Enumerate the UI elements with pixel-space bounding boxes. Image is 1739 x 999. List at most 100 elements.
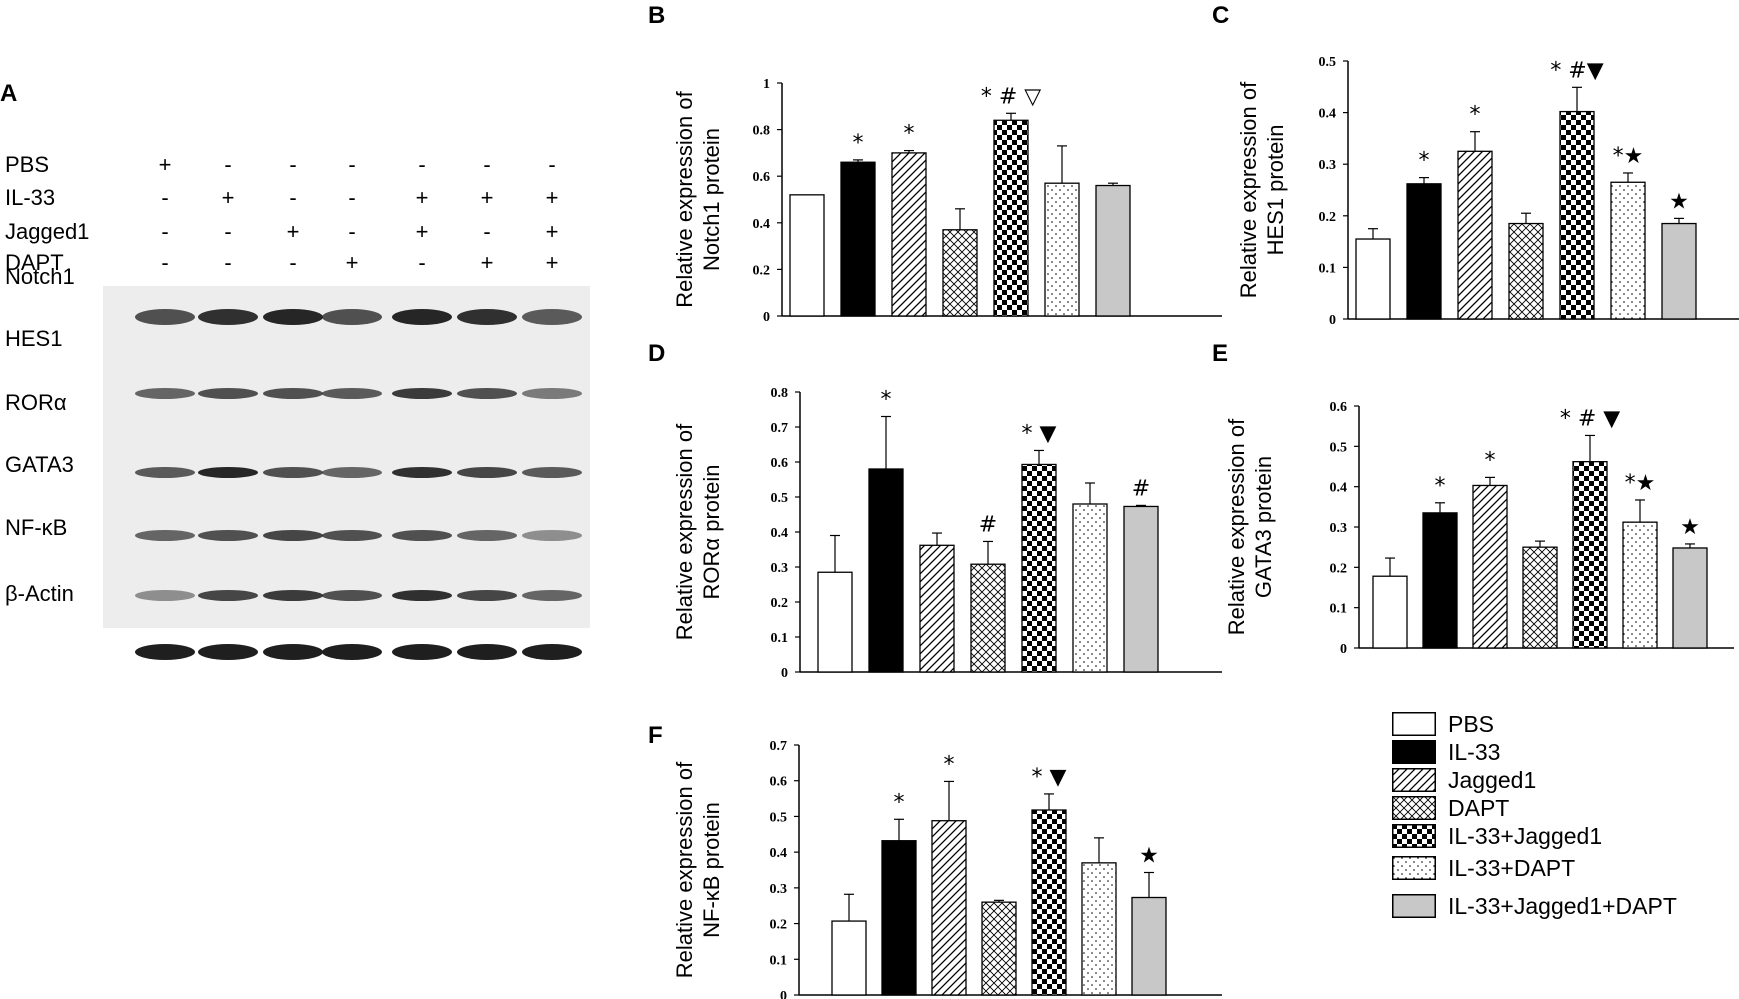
blot-band <box>457 644 517 660</box>
treatment-sign: + <box>345 250 359 275</box>
y-tick-label: 0.4 <box>1319 107 1337 122</box>
y-tick-label: 1 <box>763 77 770 92</box>
notch1-bar-chart: 0 0.2 0.4 0.6 0.8 1 Relative expression of Notc… <box>672 77 1222 325</box>
bar <box>1372 575 1408 649</box>
treatment-sign: + <box>158 152 172 177</box>
treatment-sign: + <box>545 185 559 210</box>
treatment-sign: - <box>548 152 556 177</box>
treatment-label: DAPT <box>5 250 64 275</box>
significance-annotation: * <box>1435 474 1446 499</box>
blot-band <box>135 589 195 601</box>
significance-annotation: * # ▼ <box>1560 406 1620 431</box>
significance-annotation: ★ <box>1669 189 1689 214</box>
blot-band <box>522 589 582 601</box>
y-tick-label: 0 <box>763 310 770 325</box>
legend-label: IL-33+Jagged1+DAPT <box>1448 893 1677 919</box>
legend-swatch <box>1392 740 1436 764</box>
y-axis-label: GATA3 protein <box>1251 456 1276 598</box>
significance-annotation: *★ <box>1625 471 1656 496</box>
legend-item: IL-33 <box>1392 739 1739 766</box>
legend-item: DAPT <box>1392 795 1739 822</box>
blot-band <box>322 529 382 541</box>
blot-band <box>263 589 323 601</box>
y-tick-label: 0.3 <box>1319 158 1337 173</box>
blot-band <box>263 644 323 660</box>
blot-band <box>392 309 452 325</box>
blot-band <box>522 387 582 399</box>
bar <box>789 194 825 317</box>
blot-band <box>457 529 517 541</box>
protein-label: Notch1 <box>5 264 75 289</box>
y-axis-label: Notch1 protein <box>699 128 724 271</box>
bar <box>891 152 927 317</box>
y-tick-label: 0.5 <box>771 491 789 506</box>
panel-letter-d: D <box>648 340 666 367</box>
y-tick-label: 0.1 <box>1330 602 1348 617</box>
y-tick-label: 0.7 <box>771 421 789 436</box>
treatment-sign: - <box>161 250 169 275</box>
y-tick-label: 0.6 <box>1330 400 1348 415</box>
treatment-sign: - <box>289 185 297 210</box>
y-tick-label: 0.1 <box>771 631 789 646</box>
y-tick-label: 0.2 <box>1330 561 1348 576</box>
blot-band <box>457 589 517 601</box>
y-tick-label: 0.7 <box>770 739 788 754</box>
bar <box>1422 512 1458 649</box>
blot-band <box>522 309 582 325</box>
legend-swatch <box>1392 824 1436 848</box>
treatment-label: PBS <box>5 152 50 177</box>
bar <box>1508 222 1544 320</box>
blot-band <box>135 309 195 325</box>
significance-annotation: * <box>1470 103 1481 128</box>
blot-band <box>322 589 382 601</box>
significance-annotation: * <box>853 131 864 156</box>
legend-item: IL-33+Jagged1 <box>1392 823 1739 850</box>
bar <box>1406 183 1442 320</box>
blot-band <box>392 529 452 541</box>
treatment-sign: + <box>545 250 559 275</box>
y-tick-label: 0.3 <box>1330 521 1348 536</box>
protein-label: NF-κB <box>5 515 68 540</box>
significance-annotation: * <box>904 122 915 147</box>
blot-band <box>322 644 382 660</box>
bar <box>868 468 904 673</box>
treatment-sign: + <box>545 219 559 244</box>
blot-band <box>522 529 582 541</box>
treatment-sign: - <box>224 152 232 177</box>
y-axis-label: HES1 protein <box>1263 125 1288 256</box>
y-tick-label: 0.2 <box>770 918 788 933</box>
significance-annotation: * # ▽ <box>981 84 1041 109</box>
y-tick-label: 0.2 <box>753 263 771 278</box>
bar <box>1661 222 1697 320</box>
treatment-sign: + <box>415 185 429 210</box>
y-axis-label: Relative expression of <box>672 423 697 640</box>
blot-band <box>322 309 382 325</box>
legend-label: IL-33+Jagged1 <box>1448 823 1603 849</box>
significance-annotation: * ▼ <box>1032 765 1067 790</box>
gata3-bar-chart: 0 0.1 0.2 0.3 0.4 0.5 0.6 Relative expression o… <box>1224 400 1734 657</box>
blot-band <box>198 466 258 478</box>
protein-label: HES1 <box>5 326 63 351</box>
blot-band <box>522 466 582 478</box>
bar <box>919 544 955 673</box>
panel-letter-c: C <box>1212 2 1230 29</box>
y-tick-label: 0.5 <box>770 810 788 825</box>
y-tick-label: 0 <box>1329 313 1336 328</box>
legend-item: IL-33+DAPT <box>1392 855 1739 882</box>
y-tick-label: 0.4 <box>771 526 789 541</box>
bar <box>1355 238 1391 320</box>
blot-band <box>135 387 195 399</box>
treatment-sign: + <box>415 219 429 244</box>
bar <box>840 161 876 317</box>
blot-band <box>263 309 323 325</box>
legend-label: Jagged1 <box>1448 767 1537 793</box>
y-tick-label: 0.1 <box>770 953 788 968</box>
blot-band <box>135 529 195 541</box>
bar <box>1021 463 1057 673</box>
rora-bar-chart: 0 0.1 0.2 0.3 0.4 0.5 0.6 0.7 0.8 Relative expres… <box>672 386 1222 681</box>
bar <box>1031 809 1067 996</box>
y-tick-label: 0.5 <box>1330 440 1348 455</box>
bar <box>1081 862 1117 996</box>
bar <box>1123 505 1159 673</box>
treatment-sign: - <box>483 219 491 244</box>
